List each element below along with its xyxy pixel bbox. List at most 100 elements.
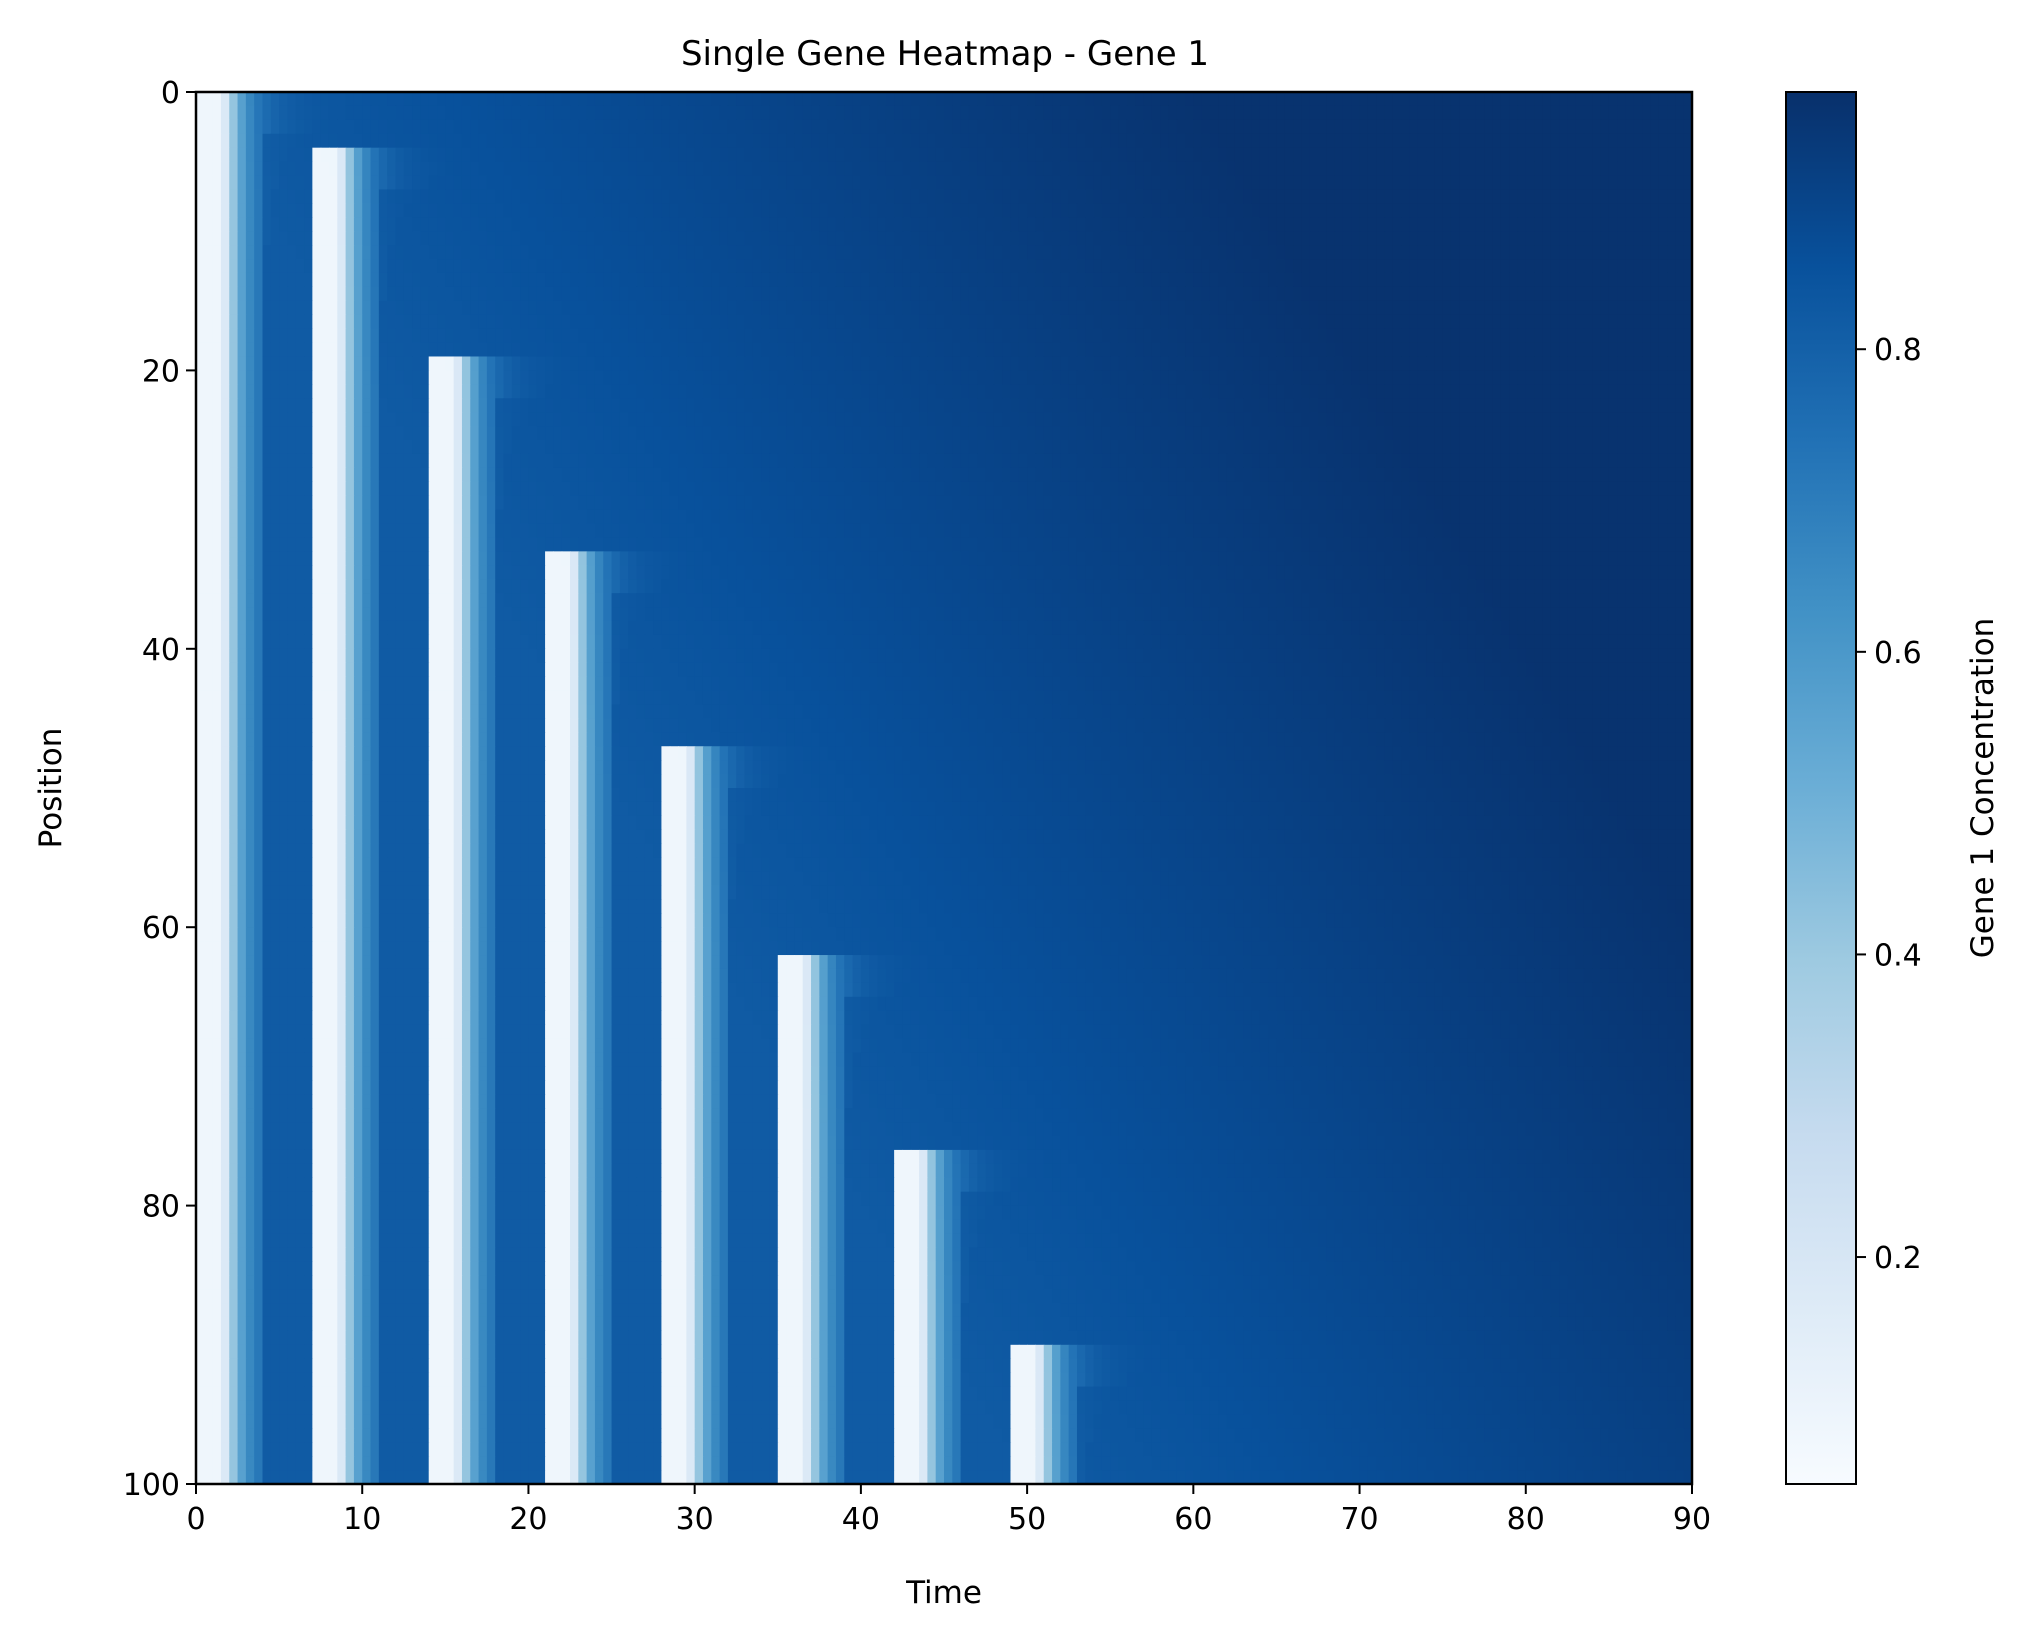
heatmap-cell [1118, 440, 1128, 455]
heatmap-cell [1658, 272, 1668, 288]
heatmap-cell [1002, 356, 1012, 371]
heatmap-cell [603, 92, 613, 107]
heatmap-cell [653, 342, 663, 358]
heatmap-cell [1226, 203, 1236, 218]
heatmap-cell [869, 328, 879, 344]
heatmap-cell [744, 356, 754, 371]
heatmap-cell [1409, 147, 1419, 163]
heatmap-cell [1018, 161, 1028, 177]
heatmap-cell [287, 133, 297, 149]
heatmap-cell [744, 342, 754, 358]
heatmap-cell [844, 231, 854, 246]
heatmap-cell [1575, 286, 1585, 302]
heatmap-cell [1583, 342, 1593, 358]
heatmap-cell [1392, 259, 1402, 274]
heatmap-cell [1268, 231, 1278, 246]
heatmap-cell [1110, 175, 1120, 191]
heatmap-cell [860, 467, 870, 483]
heatmap-cell [1076, 175, 1086, 191]
heatmap-cell [1467, 453, 1477, 469]
heatmap-cell [1002, 440, 1012, 455]
heatmap-cell [1234, 384, 1244, 399]
heatmap-cell [1608, 384, 1618, 399]
heatmap-cell [1185, 314, 1194, 330]
heatmap-cell [669, 398, 679, 413]
heatmap-cell [1276, 133, 1286, 149]
heatmap-cell [1101, 175, 1111, 191]
heatmap-cell [570, 105, 579, 121]
heatmap-cell [204, 92, 214, 107]
heatmap-cell [719, 259, 729, 274]
heatmap-cell [1559, 384, 1568, 399]
heatmap-cell [794, 300, 804, 316]
heatmap-cell [1251, 133, 1261, 149]
heatmap-cell [1650, 440, 1660, 455]
heatmap-cell [1193, 203, 1203, 218]
heatmap-cell [1218, 384, 1228, 399]
heatmap-cell [811, 161, 820, 177]
heatmap-cell [1534, 286, 1543, 302]
heatmap-cell [968, 426, 978, 441]
heatmap-cell [570, 453, 579, 469]
heatmap-cell [1559, 175, 1568, 191]
heatmap-cell [927, 217, 937, 232]
heatmap-cell [1359, 342, 1369, 358]
heatmap-cell [1068, 245, 1078, 260]
heatmap-cell [636, 426, 646, 441]
heatmap-cell [1633, 203, 1643, 218]
heatmap-cell [570, 328, 579, 344]
heatmap-cell [1301, 245, 1311, 260]
heatmap-cell [1060, 384, 1070, 399]
heatmap-cell [711, 245, 721, 260]
heatmap-cell [1068, 467, 1078, 483]
heatmap-cell [1126, 467, 1136, 483]
heatmap-cell [927, 161, 937, 177]
heatmap-cell [752, 440, 762, 455]
heatmap-cell [1002, 105, 1012, 121]
heatmap-cell [1617, 245, 1627, 260]
heatmap-cell [520, 398, 530, 413]
heatmap-cell [819, 272, 829, 288]
heatmap-cell [744, 412, 754, 427]
heatmap-cell [935, 147, 945, 163]
heatmap-cell [1160, 189, 1169, 204]
heatmap-cell [869, 398, 879, 413]
heatmap-cell [968, 342, 978, 358]
heatmap-cell [1467, 203, 1477, 218]
heatmap-cell [1027, 189, 1037, 204]
heatmap-cell [1633, 426, 1643, 441]
heatmap-cell [486, 453, 496, 469]
heatmap-cell [287, 356, 297, 371]
heatmap-cell [661, 217, 671, 232]
heatmap-cell [927, 440, 937, 455]
heatmap-cell [1334, 453, 1344, 469]
heatmap-cell [1459, 259, 1469, 274]
heatmap-cell [503, 453, 513, 469]
heatmap-cell [1392, 189, 1402, 204]
heatmap-cell [1359, 105, 1369, 121]
heatmap-cell [819, 189, 829, 204]
heatmap-cell [1484, 231, 1494, 246]
heatmap-cell [1243, 384, 1253, 399]
heatmap-cell [1101, 412, 1111, 427]
heatmap-cell [1234, 217, 1244, 232]
heatmap-cell [520, 328, 530, 344]
heatmap-cell [1583, 328, 1593, 344]
heatmap-cell [644, 342, 654, 358]
heatmap-cell [345, 133, 355, 149]
heatmap-cell [1334, 119, 1344, 135]
heatmap-cell [420, 300, 430, 316]
heatmap-cell [719, 370, 729, 385]
heatmap-cell [727, 412, 737, 427]
heatmap-cell [611, 231, 621, 246]
heatmap-cell [1068, 189, 1078, 204]
heatmap-cell [536, 92, 546, 107]
heatmap-cell [752, 203, 762, 218]
heatmap-cell [1151, 272, 1161, 288]
heatmap-cell [370, 147, 380, 163]
heatmap-cell [1284, 245, 1294, 260]
heatmap-cell [1326, 370, 1336, 385]
heatmap-cell [437, 147, 446, 163]
heatmap-cell [719, 133, 729, 149]
heatmap-cell [1450, 189, 1460, 204]
